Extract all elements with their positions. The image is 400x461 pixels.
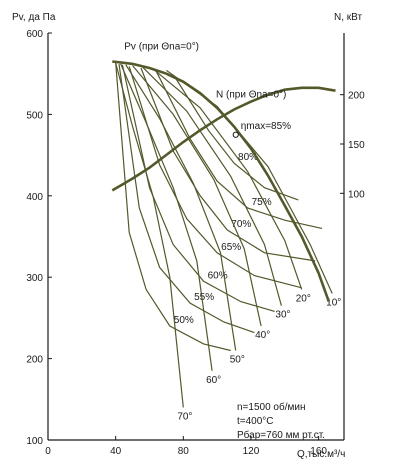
blade-angle-label: 30° [275,310,290,321]
blade-angle-curve [142,66,282,306]
efficiency-contour [128,66,302,289]
y-left-tick-label: 600 [26,29,43,40]
blade-angle-curve [132,65,262,327]
series-line [111,86,336,192]
y-left-tick-label: 200 [26,355,43,366]
efficiency-contour-label: 60% [208,270,228,281]
y-left-axis-label: Pv, да Па [12,12,56,23]
efficiency-contour-label: 50% [174,315,194,326]
blade-angle-label: 60° [206,375,221,386]
efficiency-contour-label: 65% [221,242,241,253]
x-tick-label: 80 [178,446,190,457]
blade-angle-label: 20° [296,293,311,304]
x-axis-label: Q,тыс.м³/ч [297,449,345,460]
blade-angle-label: 50° [230,354,245,365]
efficiency-contour [140,67,316,262]
ticks-layer: 0 40 80 120 160 100 200 300 400 500 600 100 150 200 [26,29,365,457]
x-tick-label: 0 [45,446,51,457]
blade-angle-curve [120,63,213,371]
series-line [112,60,331,303]
eta-max-label: ηmax=85% [241,121,291,132]
y-right-axis-label: N, кВт [334,12,362,23]
efficiency-contour-label: 70% [231,219,251,230]
series-label: Pv (при Θna=0°) [124,41,199,52]
efficiency-contour-label: 75% [252,197,272,208]
efficiency-contour [155,71,323,229]
y-left-tick-label: 500 [26,110,43,121]
y-left-tick-label: 300 [26,273,43,284]
y-left-tick-label: 400 [26,192,43,203]
y-right-tick-label: 200 [348,91,365,102]
pressure-note: Pбар=760 мм рт.ст. [237,429,325,441]
eta-max-marker [232,131,239,138]
x-tick-label: 160 [310,446,327,457]
efficiency-contours: 80% 75%70% 65% 60% 55% 50% [115,63,323,352]
blade-angle-curve [125,64,237,351]
series-label: N (при Θna=0°) [216,89,286,100]
series-layer: Pv (при Θna=0°) N (при Θna=0°) [111,41,336,303]
x-tick-label: 120 [243,446,260,457]
blade-angle-label: 10° [326,297,341,308]
blade-angle-curve [115,62,184,408]
y-right-tick-label: 100 [348,189,365,200]
y-left-tick-label: 100 [26,436,43,447]
blade-angle-curve [152,68,303,290]
temperature-note: t=400°C [237,416,274,427]
annotation-block: ηmax=85% n=1500 об/мин t=400°C Pбар=760 … [232,121,325,441]
efficiency-contour-label: 55% [194,292,214,303]
x-tick-label: 40 [110,446,122,457]
speed-note: n=1500 об/мин [237,401,305,413]
y-right-tick-label: 150 [348,140,365,151]
efficiency-contour-label: 80% [238,152,258,163]
efficiency-contour [118,63,255,334]
blade-angle-label: 70° [177,411,192,422]
blade-angle-label: 40° [255,330,270,341]
